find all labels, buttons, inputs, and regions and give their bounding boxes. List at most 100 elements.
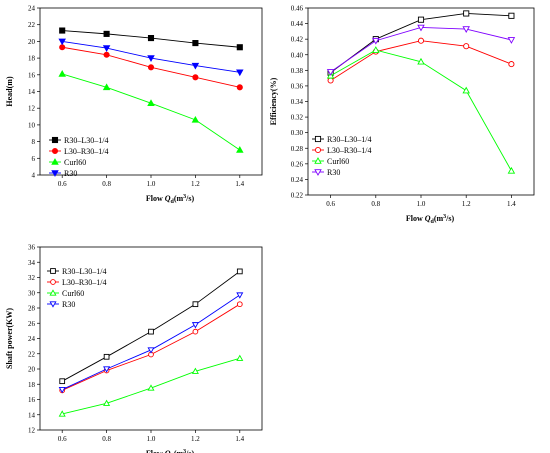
y-tick-label: 24 <box>28 5 36 13</box>
legend-marker <box>314 146 322 154</box>
x-axis-title: Flow Qd(m3/s) <box>406 214 455 225</box>
data-point <box>103 399 111 406</box>
data-point <box>147 35 155 42</box>
x-axis-title-part: (m <box>434 214 444 223</box>
data-point <box>508 12 515 19</box>
data-point <box>417 24 425 32</box>
x-tick-label: 1.2 <box>191 180 200 188</box>
y-tick-label: 12 <box>28 427 36 435</box>
data-point <box>103 353 110 360</box>
head-chart: 4 6 8 10 12 14 16 18 20 22 24 0.6 0.8 1.0 1.2 1.4 Head(m… <box>5 5 263 205</box>
y-tick-label: 0.30 <box>291 129 304 137</box>
y-tick-label: 18 <box>28 381 36 389</box>
legend-label: R30–L30–1/4 <box>327 135 371 144</box>
legend-label: R30 <box>64 169 77 178</box>
data-point <box>103 51 110 58</box>
data-point <box>236 292 244 299</box>
data-point <box>103 366 111 373</box>
x-axis-title-part: 3 <box>183 449 186 453</box>
y-tick-label: 0.24 <box>291 176 304 184</box>
x-axis-title-part: Q <box>425 214 431 223</box>
y-tick-label: 24 <box>28 335 36 343</box>
y-tick-label: 0.34 <box>291 98 304 106</box>
data-point <box>236 268 243 275</box>
legend-label: R30–L30–1/4 <box>64 136 108 145</box>
x-tick-label: 0.8 <box>102 180 111 188</box>
data-point <box>58 70 66 77</box>
data-point <box>148 328 154 335</box>
legend-marker <box>51 147 59 155</box>
y-tick-label: 0.44 <box>291 20 304 28</box>
x-tick-label: 0.8 <box>102 435 111 443</box>
legend-marker <box>51 158 59 165</box>
x-axis-title-part: Q <box>165 194 171 203</box>
data-point <box>417 16 425 23</box>
data-point <box>372 37 380 45</box>
x-axis-title-part: Flow <box>406 214 425 223</box>
y-tick-label: 20 <box>28 366 36 374</box>
series-line <box>330 27 512 73</box>
legend-label: R30 <box>62 300 75 309</box>
data-point <box>103 30 110 37</box>
series-line <box>62 294 241 390</box>
y-tick-label: 0.42 <box>291 36 304 44</box>
data-point <box>147 384 155 391</box>
data-point <box>191 367 199 374</box>
data-point <box>58 386 66 394</box>
y-tick-label: 10 <box>28 121 36 129</box>
y-tick-label: 30 <box>28 289 36 297</box>
legend-label: Curl60 <box>64 158 86 167</box>
y-tick-label: 0.32 <box>291 114 304 122</box>
data-point <box>191 322 199 329</box>
x-tick-label: 1.2 <box>462 200 471 208</box>
data-point <box>462 86 470 94</box>
y-tick-label: 20 <box>28 38 36 46</box>
legend-marker <box>50 279 56 285</box>
y-tick-label: 14 <box>28 88 36 96</box>
data-point <box>326 69 335 76</box>
y-tick-label: 8 <box>32 138 36 146</box>
y-tick-label: 32 <box>28 274 36 282</box>
x-tick-label: 1.4 <box>507 200 516 208</box>
x-axis-title-part: (m <box>174 194 184 203</box>
legend-label: R30 <box>327 168 340 177</box>
data-point <box>507 166 516 174</box>
data-point <box>147 64 155 71</box>
data-point <box>191 62 200 70</box>
x-axis-title-part: d <box>171 199 175 205</box>
data-point <box>327 77 334 84</box>
x-axis-title-part: 3 <box>443 214 446 220</box>
x-tick-label: 0.8 <box>371 200 380 208</box>
legend-marker <box>314 157 322 164</box>
data-point <box>463 43 470 50</box>
y-axis-title: Efficiency(%) <box>269 77 278 125</box>
x-axis-title-part: Flow <box>146 194 165 203</box>
legend-marker <box>51 170 59 177</box>
y-tick-label: 36 <box>28 244 36 252</box>
x-axis-title-part: /s) <box>445 214 454 223</box>
data-point <box>191 115 200 123</box>
shaft-power-chart: 12 14 16 18 20 22 24 26 28 30 32 34 36 0.6 0.8 1.0 1.2 1.… <box>5 244 263 453</box>
y-tick-label: 14 <box>28 411 36 419</box>
y-tick-label: 18 <box>28 55 36 63</box>
data-point <box>507 37 516 44</box>
data-point <box>192 301 199 308</box>
data-point <box>192 328 199 335</box>
legend-marker <box>49 289 57 296</box>
y-tick-label: 0.40 <box>291 51 304 59</box>
x-axis-title: Flow Qd(m3/s) <box>146 194 195 205</box>
y-axis-title: Shaft power(KW) <box>5 308 14 369</box>
data-point <box>236 146 244 153</box>
data-point <box>463 10 470 17</box>
data-point <box>147 55 155 63</box>
x-tick-label: 1.4 <box>235 435 244 443</box>
y-tick-label: 28 <box>28 305 36 313</box>
y-tick-label: 0.26 <box>291 160 304 168</box>
legend-marker <box>51 136 59 144</box>
x-tick-label: 0.6 <box>326 200 335 208</box>
data-point <box>236 44 243 51</box>
y-tick-label: 6 <box>32 155 36 163</box>
data-point <box>59 44 66 51</box>
y-tick-label: 0.22 <box>291 192 304 200</box>
x-axis-title-part: 3 <box>183 194 186 200</box>
